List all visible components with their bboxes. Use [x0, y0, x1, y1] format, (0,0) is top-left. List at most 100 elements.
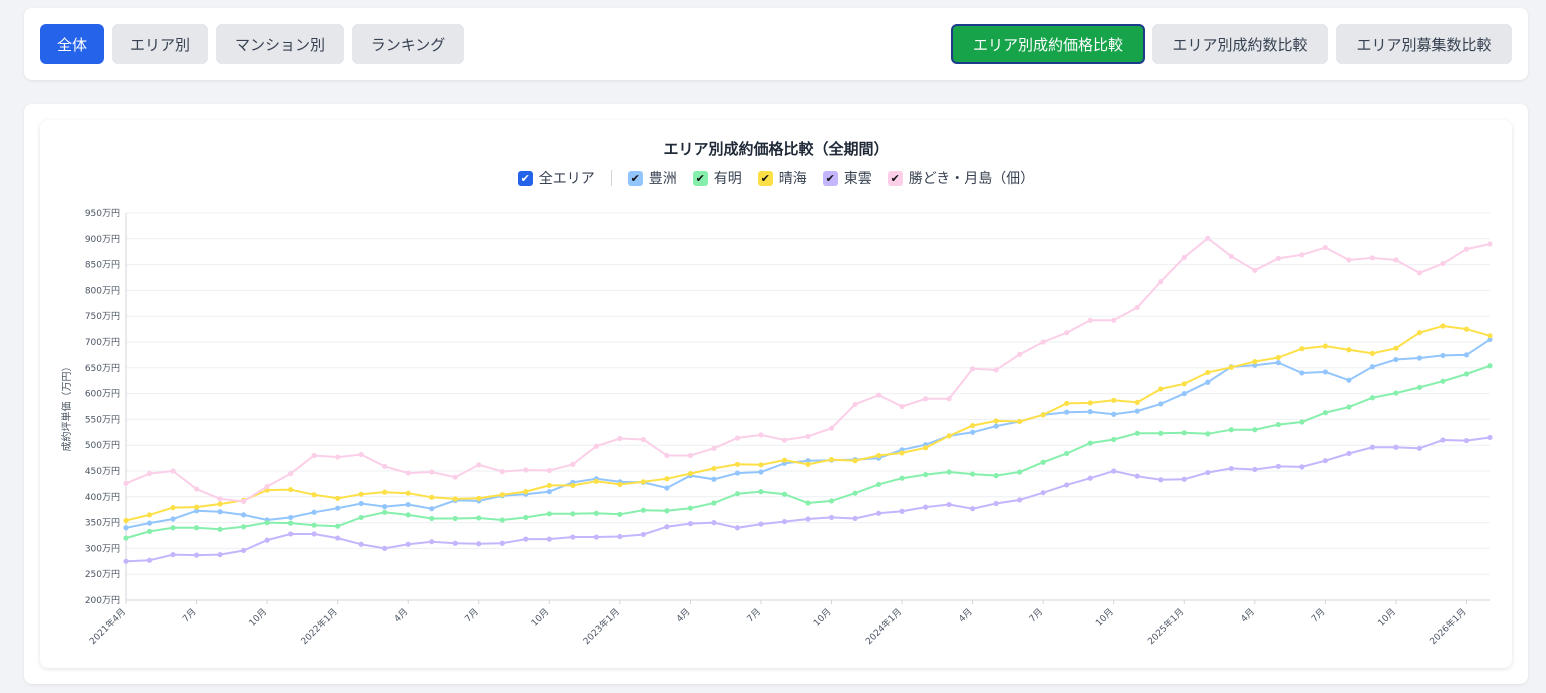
data-point[interactable]: [358, 500, 364, 507]
data-point[interactable]: [123, 517, 129, 524]
data-point[interactable]: [429, 515, 435, 522]
legend-series-0[interactable]: ✔ 豊洲: [627, 168, 677, 188]
data-point[interactable]: [170, 551, 176, 558]
data-point[interactable]: [852, 515, 858, 522]
data-point[interactable]: [1322, 458, 1328, 464]
data-point[interactable]: [1440, 352, 1446, 359]
data-point[interactable]: [546, 536, 552, 542]
data-point[interactable]: [1416, 355, 1423, 361]
data-point[interactable]: [1064, 409, 1070, 415]
data-point[interactable]: [993, 473, 999, 479]
data-point[interactable]: [970, 429, 976, 435]
data-point[interactable]: [476, 515, 482, 521]
data-point[interactable]: [452, 540, 458, 546]
data-point[interactable]: [781, 457, 788, 463]
data-point[interactable]: [1440, 378, 1446, 384]
data-point[interactable]: [1158, 430, 1164, 436]
data-point[interactable]: [758, 489, 764, 495]
data-point[interactable]: [1205, 235, 1211, 241]
data-point[interactable]: [852, 401, 858, 408]
data-point[interactable]: [1252, 267, 1258, 273]
data-point[interactable]: [1487, 336, 1493, 343]
data-point[interactable]: [758, 462, 764, 468]
data-point[interactable]: [382, 509, 388, 515]
checkbox-icon[interactable]: ✔: [692, 170, 708, 186]
data-point[interactable]: [311, 452, 317, 459]
data-point[interactable]: [593, 534, 599, 540]
data-point[interactable]: [734, 525, 741, 531]
data-point[interactable]: [1252, 427, 1258, 433]
data-point[interactable]: [523, 514, 529, 521]
data-point[interactable]: [570, 534, 576, 540]
data-point[interactable]: [288, 486, 294, 493]
data-point[interactable]: [499, 540, 505, 546]
data-point[interactable]: [1275, 421, 1281, 428]
data-point[interactable]: [1463, 326, 1470, 332]
data-point[interactable]: [1463, 437, 1470, 444]
data-point[interactable]: [570, 461, 576, 467]
data-point[interactable]: [946, 469, 952, 475]
data-point[interactable]: [146, 470, 153, 477]
data-point[interactable]: [123, 535, 129, 541]
data-point[interactable]: [1322, 410, 1328, 416]
data-point[interactable]: [993, 423, 999, 429]
data-point[interactable]: [523, 536, 529, 542]
data-point[interactable]: [734, 470, 741, 476]
data-point[interactable]: [1416, 445, 1423, 451]
data-point[interactable]: [217, 526, 223, 532]
data-point[interactable]: [1393, 257, 1399, 263]
data-point[interactable]: [852, 458, 858, 464]
data-point[interactable]: [1369, 395, 1376, 401]
data-point[interactable]: [1299, 370, 1305, 376]
data-point[interactable]: [1064, 400, 1070, 407]
data-point[interactable]: [1134, 473, 1140, 479]
data-point[interactable]: [734, 491, 741, 497]
data-point[interactable]: [499, 492, 505, 498]
data-point[interactable]: [687, 452, 694, 459]
data-point[interactable]: [1017, 418, 1023, 425]
data-point[interactable]: [452, 496, 458, 502]
data-point[interactable]: [1205, 379, 1211, 385]
data-point[interactable]: [687, 470, 694, 477]
data-point[interactable]: [170, 516, 176, 522]
data-point[interactable]: [170, 468, 176, 474]
data-point[interactable]: [899, 508, 905, 514]
data-point[interactable]: [311, 522, 317, 528]
data-point[interactable]: [664, 485, 670, 491]
data-point[interactable]: [1322, 343, 1328, 349]
data-point[interactable]: [1064, 482, 1070, 488]
data-point[interactable]: [1346, 257, 1352, 263]
data-point[interactable]: [617, 511, 623, 517]
data-point[interactable]: [805, 433, 811, 440]
data-point[interactable]: [1111, 397, 1117, 403]
data-point[interactable]: [593, 510, 599, 516]
data-point[interactable]: [758, 432, 764, 438]
data-point[interactable]: [946, 396, 952, 402]
data-point[interactable]: [1181, 476, 1187, 482]
data-point[interactable]: [1369, 350, 1376, 356]
data-point[interactable]: [1017, 497, 1023, 503]
data-point[interactable]: [1087, 409, 1093, 415]
data-point[interactable]: [1393, 345, 1399, 351]
data-point[interactable]: [593, 478, 599, 484]
data-point[interactable]: [828, 425, 835, 431]
data-point[interactable]: [687, 521, 694, 527]
data-point[interactable]: [1369, 444, 1376, 450]
data-point[interactable]: [711, 520, 717, 526]
data-point[interactable]: [546, 511, 552, 517]
data-point[interactable]: [875, 510, 882, 516]
data-point[interactable]: [1181, 430, 1187, 436]
data-point[interactable]: [805, 500, 811, 506]
data-point[interactable]: [1299, 252, 1305, 258]
data-point[interactable]: [1440, 323, 1446, 329]
data-point[interactable]: [781, 437, 788, 443]
data-point[interactable]: [1416, 330, 1423, 336]
data-point[interactable]: [1111, 436, 1117, 443]
data-point[interactable]: [1346, 450, 1352, 457]
data-point[interactable]: [476, 541, 482, 547]
data-point[interactable]: [546, 482, 552, 489]
data-point[interactable]: [1299, 464, 1305, 470]
data-point[interactable]: [335, 454, 341, 460]
data-point[interactable]: [240, 512, 247, 518]
data-point[interactable]: [1111, 317, 1117, 323]
